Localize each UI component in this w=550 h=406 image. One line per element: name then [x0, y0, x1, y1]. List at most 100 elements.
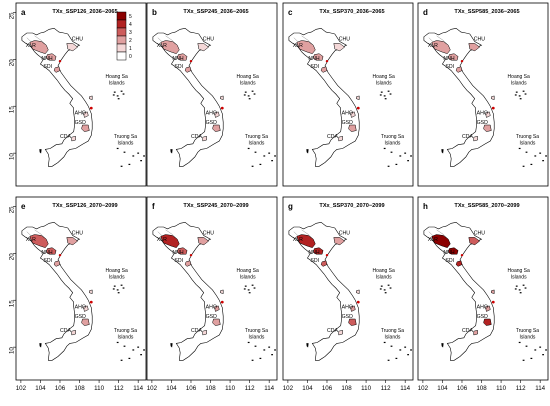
label-truong-sa-islands: Islands — [249, 141, 265, 147]
x-tick-label: 112 — [516, 385, 526, 392]
region-nnh — [177, 53, 188, 61]
label-truong-sa-islands: Islands — [118, 141, 134, 147]
truong-sa-island — [140, 160, 143, 162]
region-cda — [202, 329, 207, 336]
region-gsd — [483, 124, 492, 132]
truong-sa-island — [263, 155, 266, 157]
label-truong-sa-islands: Islands — [520, 141, 536, 147]
label-sdi: SDI — [174, 64, 183, 70]
truong-sa-island — [539, 152, 542, 154]
station-marker — [189, 253, 193, 257]
y-tick-label: 20 — [8, 59, 15, 66]
region-xlr — [29, 234, 49, 248]
label-nnh: NNH — [308, 56, 319, 62]
region-cda — [71, 329, 76, 336]
region-nnh — [448, 53, 459, 61]
y-tick-label: 15 — [8, 300, 15, 307]
region-sdi — [320, 260, 328, 267]
hoang-sa-island — [247, 289, 250, 291]
panel-letter: f — [152, 202, 155, 211]
x-tick-label: 104 — [302, 385, 313, 392]
region-nnh — [448, 247, 459, 255]
station-marker — [491, 106, 495, 110]
truong-sa-island — [268, 152, 271, 154]
label-nnh: NNH — [41, 56, 52, 62]
hoang-sa-island — [112, 288, 115, 290]
hoang-sa-island — [120, 284, 123, 286]
region-sdi — [53, 66, 61, 73]
truong-sa-island — [254, 151, 257, 153]
label-xlr: XLR — [157, 237, 167, 243]
hoang-sa-island — [387, 284, 390, 286]
hoang-sa-island — [379, 94, 382, 96]
region-mr — [356, 95, 360, 101]
panel-frame — [146, 2, 278, 187]
region-aho — [83, 111, 89, 118]
x-tick-label: 114 — [133, 385, 143, 392]
panel-frame — [282, 2, 414, 187]
region-aho — [485, 111, 491, 118]
region-chu — [333, 237, 346, 246]
truong-sa-island — [530, 357, 533, 360]
label-truong-sa: Truong Sa — [381, 328, 404, 334]
truong-sa-island — [259, 357, 262, 360]
label-aho: AHO — [206, 111, 217, 117]
station-marker — [325, 59, 329, 63]
x-tick-label: 106 — [55, 385, 66, 392]
panel-title: TXx_SSP126_2070−2099 — [52, 203, 117, 209]
truong-sa-island — [534, 349, 537, 351]
hoang-sa-island — [112, 94, 115, 96]
truong-sa-island — [542, 160, 545, 162]
phu-quoc-island — [306, 343, 309, 348]
label-cda: CDA — [327, 328, 338, 334]
x-tick-label: 108 — [476, 385, 487, 392]
label-aho: AHO — [206, 305, 217, 311]
vietnam-outline — [21, 27, 93, 167]
x-tick-label: 102 — [283, 385, 294, 392]
station-marker — [58, 253, 62, 257]
x-tick-label: 108 — [74, 385, 85, 392]
panel-letter: d — [423, 8, 428, 17]
truong-sa-island — [542, 354, 545, 356]
label-hoang-sa: Hoang Sa — [106, 268, 128, 274]
truong-sa-island — [407, 354, 410, 356]
panel-letter: h — [423, 202, 428, 211]
panel-frame — [417, 2, 549, 187]
truong-sa-island — [128, 163, 131, 166]
label-cda: CDA — [191, 328, 202, 334]
terrain-line — [436, 229, 449, 240]
x-tick-label: 106 — [457, 385, 468, 392]
label-truong-sa: Truong Sa — [516, 134, 539, 140]
label-nnh: NNH — [172, 250, 183, 256]
vietnam-outline — [423, 221, 495, 361]
truong-sa-island — [399, 155, 402, 157]
region-mr — [89, 95, 93, 101]
panel-frame — [417, 196, 549, 381]
label-truong-sa: Truong Sa — [516, 328, 539, 334]
x-tick-label: 110 — [496, 385, 506, 392]
region-cda — [202, 135, 207, 142]
label-hoang-sa-islands: Islands — [511, 81, 527, 87]
truong-sa-island — [525, 345, 528, 347]
hoang-sa-island — [389, 93, 392, 95]
hoang-sa-island — [122, 93, 125, 95]
phu-quoc-island — [39, 343, 42, 348]
legend-swatch — [116, 35, 127, 45]
label-truong-sa: Truong Sa — [114, 328, 137, 334]
region-cda — [338, 135, 343, 142]
x-tick-label: 112 — [245, 385, 255, 392]
hoang-sa-island — [522, 90, 525, 92]
hoang-sa-island — [514, 288, 517, 290]
hoang-sa-island — [122, 287, 125, 289]
label-hoang-sa-islands: Islands — [240, 275, 256, 281]
label-gsd: GSD — [342, 314, 353, 320]
truong-sa-island — [530, 163, 533, 166]
hoang-sa-island — [383, 95, 386, 97]
label-hoang-sa: Hoang Sa — [237, 74, 259, 80]
region-xlr — [296, 234, 316, 248]
region-cda — [473, 135, 478, 142]
label-gsd: GSD — [477, 314, 488, 320]
